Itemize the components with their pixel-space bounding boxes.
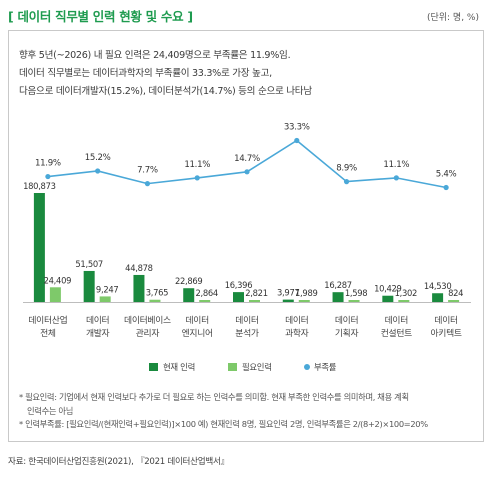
summary-line-1: 향후 5년(~2026) 내 필요 인력은 24,409명으로 부족률은 11.… [19, 50, 291, 61]
shortage-rate-label-0: 11.9% [35, 159, 61, 169]
category-label-0-line2: 전체 [40, 328, 56, 339]
category-label-6-line1: 데이터 [335, 315, 358, 326]
bar-current-label-0: 180,873 [23, 181, 56, 191]
legend-marker-rate [304, 364, 310, 370]
legend-swatch-required [228, 363, 237, 371]
bar-current-label-1: 51,507 [75, 259, 103, 269]
bar-required-label-8: 824 [448, 288, 463, 298]
category-label-2-line2: 관리자 [136, 328, 160, 339]
category-label-2-line1: 데이터베이스 [124, 315, 171, 326]
bar-current-1 [83, 270, 95, 302]
footnote-1-continued: 인력수는 아님 [27, 405, 73, 416]
bar-required-8 [448, 300, 460, 302]
shortage-rate-point-8 [443, 184, 449, 191]
shortage-rate-label-1: 15.2% [85, 153, 111, 163]
shortage-rate-point-7 [393, 175, 399, 181]
chart-title: [ 데이터 직무별 인력 현황 및 수요 ] [8, 9, 193, 24]
category-label-1-line1: 데이터 [86, 315, 109, 326]
bar-required-3 [199, 300, 211, 302]
bar-required-5 [298, 300, 310, 302]
source-citation: 자료: 한국데이터산업진흥원(2021), 『2021 데이터산업백서』 [8, 457, 229, 467]
bar-required-label-7: 1,302 [395, 288, 417, 298]
shortage-rate-label-8: 5.4% [436, 170, 457, 180]
category-label-4-line2: 분석가 [235, 328, 259, 339]
category-label-4-line1: 데이터 [235, 315, 258, 326]
shortage-rate-point-5 [294, 137, 300, 144]
category-label-8-line1: 데이터 [434, 315, 457, 326]
bar-current-8 [432, 293, 444, 302]
category-label-7-line1: 데이터 [385, 315, 408, 326]
unit-label: (단위: 명, %) [426, 13, 479, 23]
bar-current-0 [33, 193, 45, 302]
legend-label-current: 현재 인력 [163, 362, 195, 372]
bar-required-6 [348, 300, 360, 302]
footnotes: * 필요인력: 기업에서 현재 인력보다 추가로 더 필요로 하는 인력수를 의… [19, 391, 477, 432]
shortage-rate-label-4: 14.7% [234, 154, 260, 164]
bar-current-label-8: 14,530 [424, 281, 452, 291]
bar-required-label-4: 2,821 [245, 288, 267, 298]
category-label-1-line2: 개발자 [86, 328, 110, 339]
legend-swatch-current [149, 363, 158, 371]
bar-current-label-2: 44,878 [125, 263, 153, 273]
bar-current-5 [282, 299, 294, 302]
category-label-0-line1: 데이터산업 [28, 315, 67, 326]
bar-required-7 [398, 300, 410, 302]
bar-current-label-7: 10,429 [374, 284, 402, 294]
summary-line-3: 다음으로 데이터개발자(15.2%), 데이터분석가(14.7%) 등의 순으로… [19, 86, 312, 97]
chart-panel: 향후 5년(~2026) 내 필요 인력은 24,409명으로 부족률은 11.… [8, 30, 484, 442]
category-label-3-line2: 엔지니어 [182, 328, 213, 339]
footnote-1: * 필요인력: 기업에서 현재 인력보다 추가로 더 필요로 하는 인력수를 의… [19, 392, 409, 402]
bar-required-1 [99, 296, 111, 302]
shortage-rate-label-7: 11.1% [383, 160, 409, 170]
bar-required-label-2: 3,765 [146, 288, 168, 298]
bar-required-label-3: 2,864 [195, 288, 217, 298]
category-label-6-line2: 기획자 [335, 327, 359, 339]
shortage-rate-label-2: 7.7% [137, 166, 158, 176]
bar-current-4 [233, 292, 244, 302]
bar-required-label-1: 9,247 [96, 284, 118, 294]
shortage-rate-point-0 [45, 173, 51, 180]
bar-current-label-5: 3,977 [277, 288, 299, 298]
bar-required-label-5: 1,989 [295, 288, 317, 298]
shortage-rate-point-2 [144, 181, 151, 187]
bar-current-label-4: 16,396 [225, 280, 253, 290]
footnote-2: * 인력부족률: [필요인력/(현재인력+필요인력)]×100 예) 현재인력 … [19, 419, 428, 429]
bar-current-3 [183, 288, 195, 302]
bar-current-6 [332, 292, 344, 302]
category-label-8-line2: 아키텍트 [431, 328, 462, 339]
category-label-5-line2: 과학자 [285, 328, 309, 339]
shortage-rate-label-6: 8.9% [336, 164, 357, 174]
category-label-5-line1: 데이터 [285, 315, 308, 326]
bar-required-label-0: 24,409 [44, 275, 72, 285]
bar-current-label-6: 16,287 [324, 280, 352, 290]
shortage-rate-label-5: 33.3% [284, 123, 310, 133]
legend-label-rate: 부족률 [314, 362, 337, 372]
bar-required-label-6: 1,598 [345, 288, 367, 298]
bar-required-4 [249, 300, 260, 302]
bar-required-2 [149, 299, 161, 302]
shortage-rate-label-3: 11.1% [184, 160, 210, 170]
shortage-rate-point-3 [194, 175, 200, 181]
shortage-rate-point-4 [244, 169, 250, 175]
legend-label-required: 필요인력 [242, 362, 272, 372]
bar-required-0 [49, 287, 61, 302]
shortage-rate-point-6 [343, 179, 350, 185]
bar-current-2 [133, 274, 145, 302]
category-label-3-line1: 데이터 [186, 315, 209, 326]
bar-current-label-3: 22,869 [175, 276, 203, 286]
summary-line-2: 데이터 직무별로는 데이터과학자의 부족률이 33.3%로 가장 높고, [19, 68, 272, 79]
bar-current-7 [382, 295, 394, 302]
category-label-7-line2: 컨설턴트 [381, 328, 412, 339]
summary-text: 향후 5년(~2026) 내 필요 인력은 24,409명으로 부족률은 11.… [19, 47, 469, 101]
shortage-rate-point-1 [95, 168, 101, 174]
